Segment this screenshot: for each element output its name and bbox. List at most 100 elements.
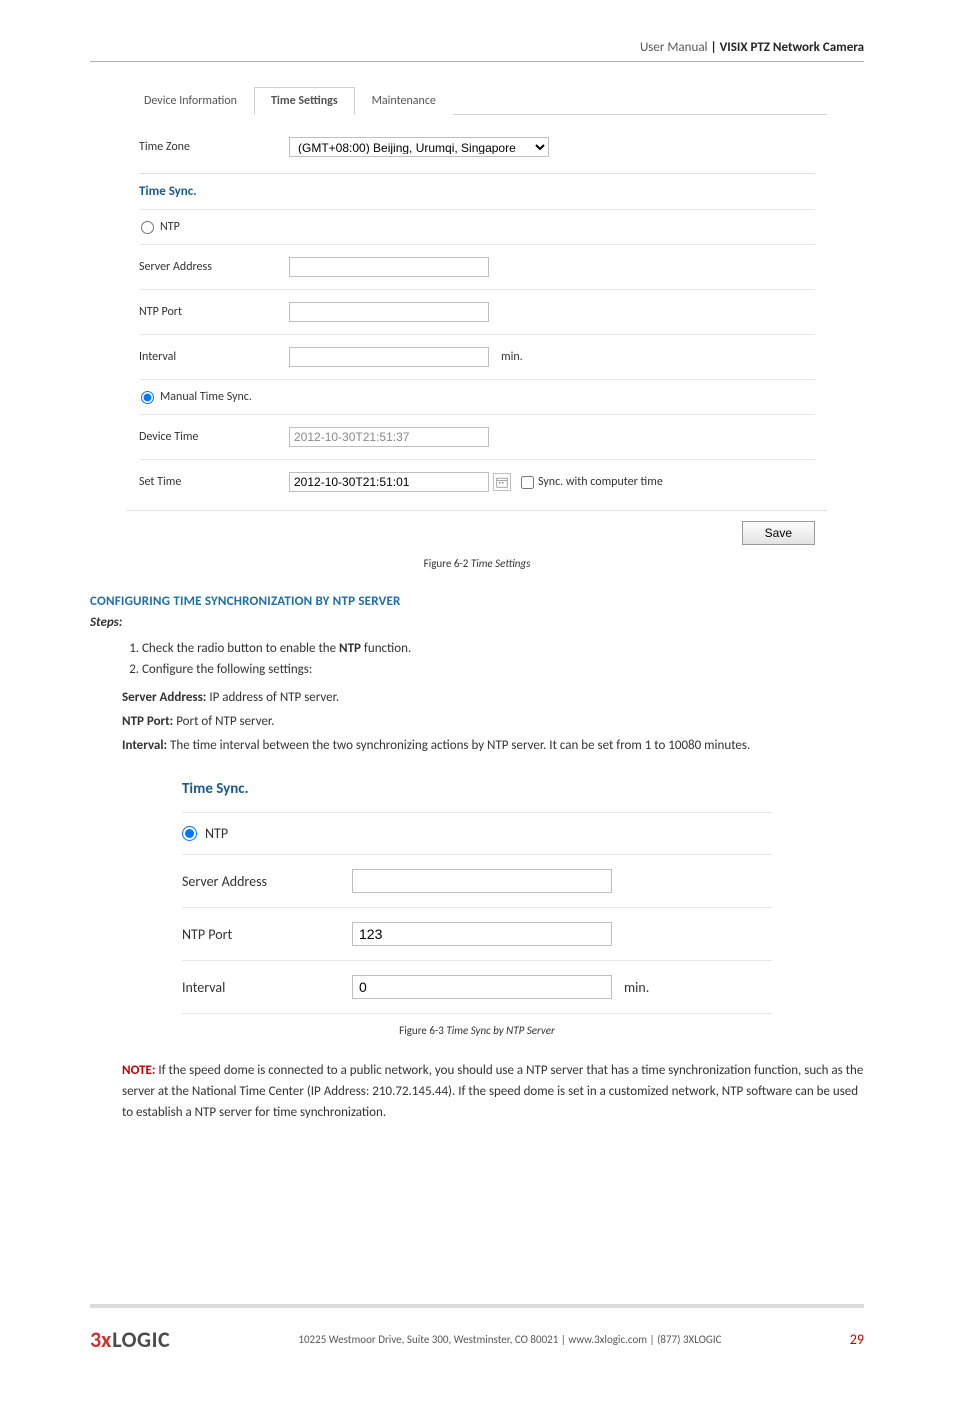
section-time-sync-2: Time Sync. bbox=[182, 770, 772, 808]
divider bbox=[139, 244, 815, 245]
radio-manual-time-sync[interactable] bbox=[141, 391, 154, 404]
input-ntp-port[interactable] bbox=[289, 302, 489, 322]
label-ntp-port-2: NTP Port bbox=[182, 926, 352, 943]
row-ntp-port-2: NTP Port bbox=[182, 912, 772, 956]
divider bbox=[139, 209, 815, 210]
logo-3xlogic: 3xLOGIC bbox=[90, 1326, 170, 1353]
radio-row-ntp-2: NTP bbox=[182, 817, 772, 850]
footer-address: 10225 Westmoor Drive, Suite 300, Westmin… bbox=[188, 1333, 832, 1346]
row-ntp-port: NTP Port bbox=[139, 294, 815, 330]
input-interval[interactable] bbox=[289, 347, 489, 367]
step-2: Configure the following settings: bbox=[142, 659, 864, 680]
label-server-address-2: Server Address bbox=[182, 873, 352, 890]
caption2-text: Time Sync by NTP Server bbox=[444, 1024, 555, 1037]
step1-text-b: function. bbox=[361, 641, 411, 656]
interval-unit-2: min. bbox=[624, 979, 649, 996]
logo-x: x bbox=[101, 1326, 111, 1353]
figure-caption-6-2: Figure 6-2 Time Settings bbox=[90, 557, 864, 570]
input-server-address[interactable] bbox=[289, 257, 489, 277]
caption-text: Time Settings bbox=[468, 557, 530, 570]
save-button[interactable]: Save bbox=[742, 521, 815, 545]
label-set-time: Set Time bbox=[139, 475, 289, 489]
interval-unit: min. bbox=[501, 350, 523, 364]
section-time-sync: Time Sync. bbox=[139, 173, 815, 205]
def-interval: Interval: The time interval between the … bbox=[122, 736, 864, 756]
caption-prefix: Figure 6-2 bbox=[424, 557, 469, 570]
row-time-zone: Time Zone (GMT+08:00) Beijing, Urumqi, S… bbox=[139, 129, 815, 165]
def-ntp-port: NTP Port: Port of NTP server. bbox=[122, 712, 864, 732]
row-interval: Interval min. bbox=[139, 339, 815, 375]
row-set-time: Set Time Sync. with computer time bbox=[139, 464, 815, 500]
radio-ntp-2[interactable] bbox=[182, 826, 197, 841]
input-set-time[interactable] bbox=[289, 472, 489, 492]
step1-bold: NTP bbox=[339, 641, 361, 656]
radio-manual-label: Manual Time Sync. bbox=[160, 390, 252, 404]
header-sep: | bbox=[708, 40, 720, 55]
tab-time-settings[interactable]: Time Settings bbox=[254, 87, 355, 115]
page-header: User Manual | VISIX PTZ Network Camera bbox=[90, 40, 864, 62]
figure-caption-6-3: Figure 6-3 Time Sync by NTP Server bbox=[90, 1024, 864, 1037]
def-interval-bold: Interval: bbox=[122, 738, 167, 753]
logo-3: 3 bbox=[90, 1326, 100, 1353]
tab-maintenance[interactable]: Maintenance bbox=[355, 87, 453, 115]
def-server-address-bold: Server Address: bbox=[122, 690, 206, 705]
radio-ntp-label: NTP bbox=[160, 220, 180, 234]
divider bbox=[182, 960, 772, 961]
logo-logic: LOGIC bbox=[112, 1326, 170, 1353]
input-device-time bbox=[289, 427, 489, 447]
divider bbox=[139, 334, 815, 335]
section-heading-config-ntp: CONFIGURING TIME SYNCHRONIZATION BY NTP … bbox=[90, 594, 864, 609]
row-device-time: Device Time bbox=[139, 419, 815, 455]
divider bbox=[139, 289, 815, 290]
def-server-address: Server Address: IP address of NTP server… bbox=[122, 688, 864, 708]
label-interval-2: Interval bbox=[182, 979, 352, 996]
divider bbox=[139, 414, 815, 415]
input-server-address-2[interactable] bbox=[352, 869, 612, 893]
label-interval: Interval bbox=[139, 350, 289, 364]
divider bbox=[182, 907, 772, 908]
radio-row-ntp: NTP bbox=[139, 214, 815, 240]
divider bbox=[139, 379, 815, 380]
divider bbox=[139, 459, 815, 460]
input-ntp-port-2[interactable] bbox=[352, 922, 612, 946]
header-bold: VISIX PTZ Network Camera bbox=[720, 40, 864, 55]
note-text: If the speed dome is connected to a publ… bbox=[122, 1063, 863, 1120]
select-time-zone[interactable]: (GMT+08:00) Beijing, Urumqi, Singapore bbox=[289, 137, 549, 157]
step1-text-a: Check the radio button to enable the bbox=[142, 641, 339, 656]
def-interval-text: The time interval between the two synchr… bbox=[167, 738, 750, 753]
calendar-icon[interactable] bbox=[493, 473, 511, 491]
radio-row-manual: Manual Time Sync. bbox=[139, 384, 815, 410]
row-interval-2: Interval min. bbox=[182, 965, 772, 1009]
tab-device-information[interactable]: Device Information bbox=[127, 87, 254, 115]
divider bbox=[182, 812, 772, 813]
def-ntp-port-text: Port of NTP server. bbox=[173, 714, 274, 729]
header-light: User Manual bbox=[640, 40, 708, 55]
checkbox-sync-computer[interactable] bbox=[521, 476, 534, 489]
tabs: Device Information Time Settings Mainten… bbox=[127, 86, 827, 115]
input-interval-2[interactable] bbox=[352, 975, 612, 999]
label-device-time: Device Time bbox=[139, 430, 289, 444]
divider bbox=[182, 1013, 772, 1014]
row-server-address-2: Server Address bbox=[182, 859, 772, 903]
label-sync-computer: Sync. with computer time bbox=[538, 475, 663, 489]
radio-ntp-2-label: NTP bbox=[205, 825, 228, 842]
footer: 3xLOGIC 10225 Westmoor Drive, Suite 300,… bbox=[90, 1304, 864, 1367]
def-ntp-port-bold: NTP Port: bbox=[122, 714, 173, 729]
label-server-address: Server Address bbox=[139, 260, 289, 274]
sync-computer-wrap: Sync. with computer time bbox=[521, 475, 663, 489]
def-server-address-text: IP address of NTP server. bbox=[206, 690, 339, 705]
page-number: 29 bbox=[850, 1331, 864, 1348]
step-1: Check the radio button to enable the NTP… bbox=[142, 638, 864, 659]
steps-label: Steps: bbox=[90, 615, 864, 630]
row-server-address: Server Address bbox=[139, 249, 815, 285]
steps-list: Check the radio button to enable the NTP… bbox=[90, 638, 864, 680]
radio-ntp[interactable] bbox=[141, 221, 154, 234]
note-paragraph: NOTE: If the speed dome is connected to … bbox=[122, 1061, 864, 1123]
time-settings-screenshot: Device Information Time Settings Mainten… bbox=[127, 86, 827, 545]
caption2-prefix: Figure 6-3 bbox=[399, 1024, 444, 1037]
label-ntp-port: NTP Port bbox=[139, 305, 289, 319]
divider bbox=[182, 854, 772, 855]
time-sync-ntp-screenshot: Time Sync. NTP Server Address NTP Port I… bbox=[182, 770, 772, 1014]
note-label: NOTE: bbox=[122, 1063, 155, 1078]
label-time-zone: Time Zone bbox=[139, 140, 289, 154]
